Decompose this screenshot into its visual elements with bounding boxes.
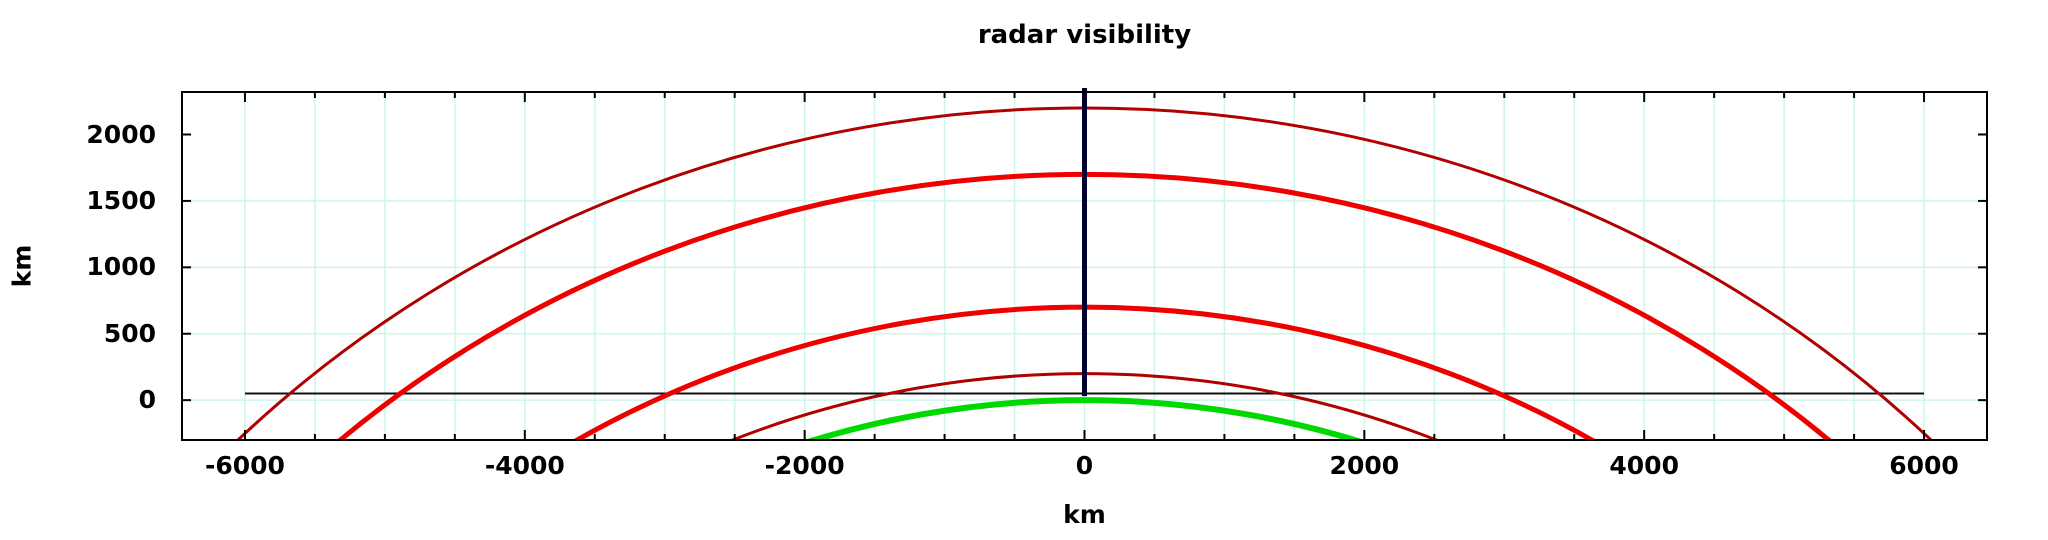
x-axis-label: km bbox=[1063, 500, 1106, 529]
y-tick-label: 0 bbox=[138, 385, 156, 415]
x-tick-label: 2000 bbox=[1329, 451, 1400, 480]
visibility-ring-1700km bbox=[336, 172, 1833, 440]
earth-surface-arc bbox=[804, 397, 1365, 440]
y-tick-label: 2000 bbox=[86, 119, 156, 149]
x-tick-label: 0 bbox=[1075, 451, 1094, 480]
y-tick-label: 1000 bbox=[86, 252, 156, 282]
y-tick-label: 500 bbox=[103, 318, 156, 348]
y-tick-label: 1500 bbox=[86, 185, 156, 215]
x-tick-label: -6000 bbox=[204, 451, 285, 480]
x-tick-label: -2000 bbox=[764, 451, 845, 480]
chart-title: radar visibility bbox=[977, 20, 1192, 50]
x-tick-label: -4000 bbox=[484, 451, 565, 480]
x-tick-label: 4000 bbox=[1609, 451, 1679, 480]
x-tick-label: 6000 bbox=[1889, 451, 1959, 480]
